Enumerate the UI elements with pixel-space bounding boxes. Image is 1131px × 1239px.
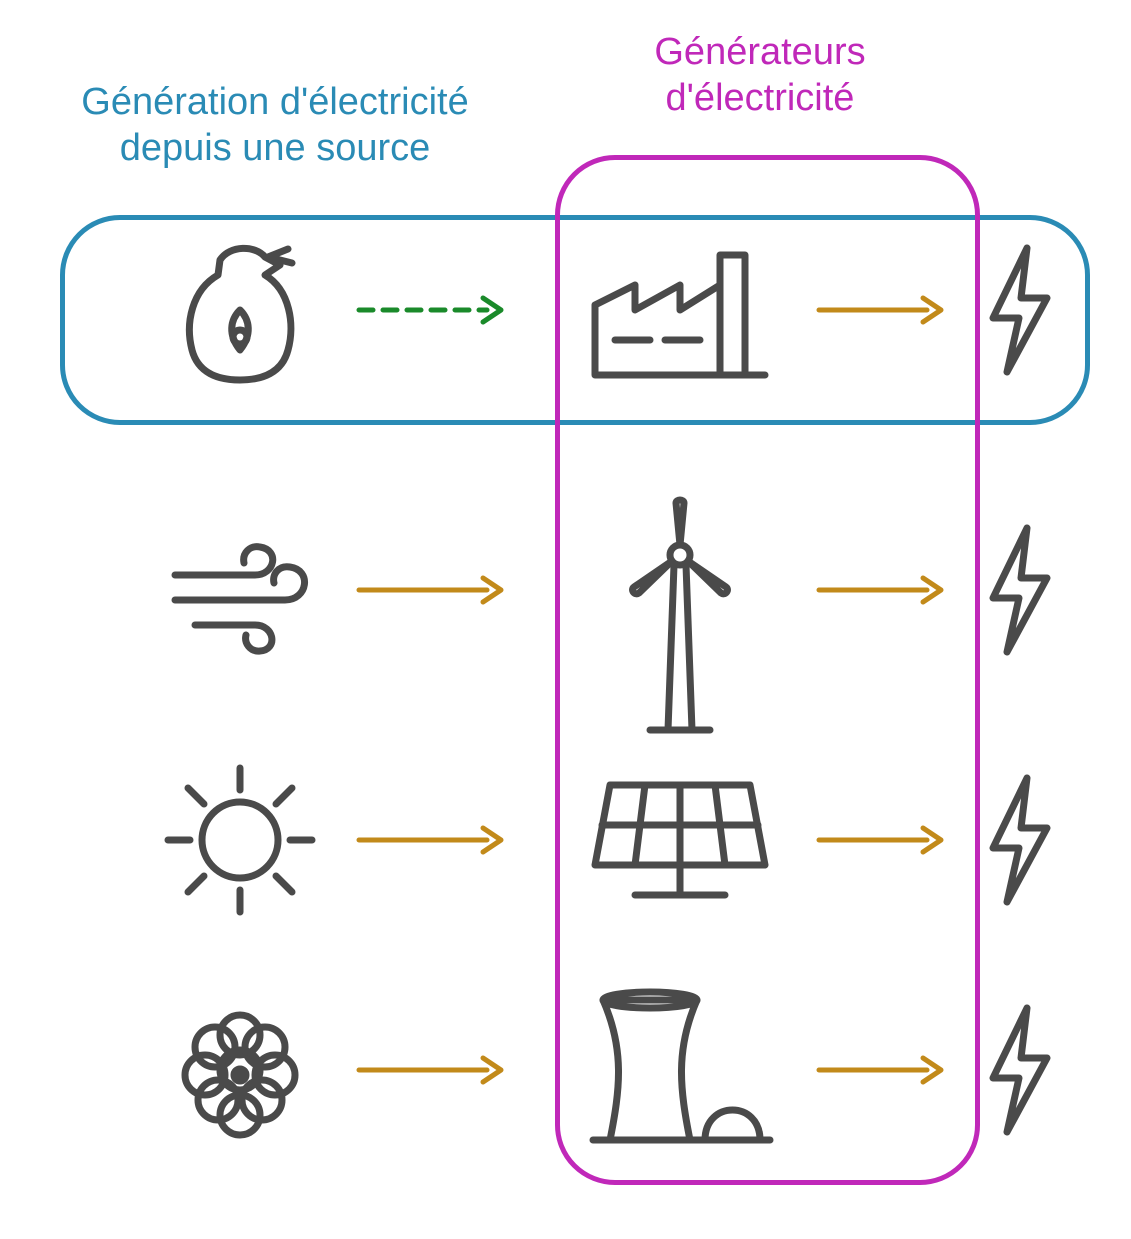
factory-icon — [580, 230, 780, 390]
lightning-bolt-icon — [975, 520, 1065, 660]
arrow-icon — [355, 570, 505, 610]
solar-panel-icon — [580, 770, 780, 910]
source-generation-label: Génération d'électricité depuis une sour… — [15, 80, 535, 171]
nuclear-plant-icon — [575, 980, 785, 1160]
lightning-bolt-icon — [975, 240, 1065, 380]
fuel-bag-icon — [170, 235, 310, 385]
arrow-icon — [815, 290, 945, 330]
arrow-icon — [815, 820, 945, 860]
generators-label: Générateurs d'électricité — [560, 30, 960, 121]
arrow-icon — [355, 820, 505, 860]
arrow-dashed-icon — [355, 290, 505, 330]
arrow-icon — [355, 1050, 505, 1090]
wind-icon — [160, 525, 320, 655]
lightning-bolt-icon — [975, 770, 1065, 910]
sun-icon — [160, 760, 320, 920]
wind-turbine-icon — [600, 495, 760, 745]
arrow-icon — [815, 570, 945, 610]
lightning-bolt-icon — [975, 1000, 1065, 1140]
arrow-icon — [815, 1050, 945, 1090]
atom-icon — [160, 985, 320, 1155]
